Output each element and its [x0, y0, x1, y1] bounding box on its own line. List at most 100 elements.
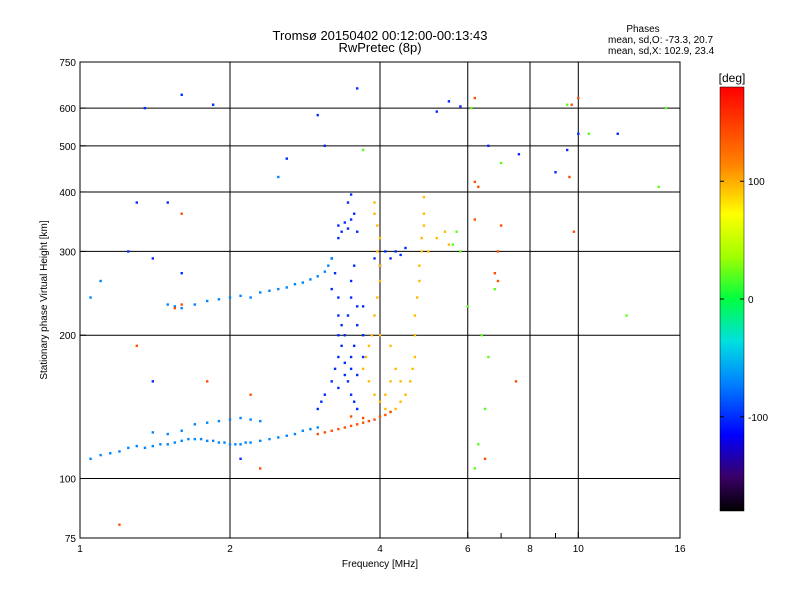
scatter-point: [378, 264, 382, 267]
scatter-point: [346, 201, 350, 204]
scatter-point: [135, 344, 138, 348]
scatter-point: [143, 446, 147, 450]
scatter-point: [355, 323, 359, 327]
scatter-point: [570, 103, 573, 106]
scatter-point: [285, 286, 288, 289]
y-tick-label: 300: [59, 247, 76, 258]
x-axis-label: Frequency [MHz]: [342, 559, 418, 570]
scatter-point: [483, 457, 487, 461]
scatter-point: [159, 443, 162, 446]
scatter-point: [352, 344, 356, 348]
scatter-point: [399, 400, 402, 403]
x-tick-label: 6: [465, 544, 471, 555]
scatter-point: [480, 334, 483, 337]
scatter-point: [180, 303, 183, 306]
scatter-point: [239, 294, 242, 298]
scatter-point: [346, 314, 350, 317]
scatter-point: [211, 103, 215, 106]
scatter-point: [135, 201, 138, 204]
scatter-point: [316, 275, 319, 278]
scatter-point: [470, 106, 473, 110]
scatter-point: [343, 361, 347, 365]
scatter-point: [166, 432, 169, 436]
scatter-point: [404, 393, 407, 396]
scatter-point: [337, 224, 340, 227]
scatter-point: [466, 305, 469, 308]
scatter-point: [323, 431, 327, 434]
x-tick-label: 4: [377, 544, 383, 555]
scatter-point: [355, 423, 359, 426]
chart-title: Tromsø 20150402 00:12:00-00:13:43: [273, 28, 488, 43]
scatter-point: [151, 444, 155, 448]
scatter-point: [496, 250, 500, 253]
scatter-point: [205, 380, 209, 383]
scatter-point: [259, 419, 262, 423]
scatter-point: [330, 257, 333, 260]
scatter-point: [259, 439, 262, 443]
scatter-point: [378, 236, 382, 240]
scatter-point: [337, 314, 340, 317]
grid-lines: [80, 62, 680, 538]
scatter-point: [409, 380, 412, 383]
scatter-point: [249, 418, 252, 421]
scatter-point: [323, 144, 327, 148]
scatter-point: [343, 221, 347, 224]
scatter-point: [473, 96, 477, 100]
scatter-point: [422, 224, 426, 227]
scatter-point: [151, 257, 155, 260]
scatter-point: [373, 201, 376, 204]
y-tick-label: 75: [65, 534, 77, 545]
scatter-point: [389, 344, 392, 348]
scatter-point: [376, 250, 379, 253]
scatter-point: [244, 441, 247, 444]
scatter-point: [473, 218, 477, 221]
scatter-point: [384, 393, 387, 396]
y-axis-label: Stationary phase Virtual Height [km]: [39, 220, 50, 380]
scatter-point: [316, 113, 319, 117]
scatter-point: [337, 236, 340, 240]
scatter-point: [413, 314, 417, 317]
x-axis: 1 2 4 6 8 10 16: [77, 532, 686, 555]
scatter-point: [361, 421, 365, 424]
scatter-point: [323, 270, 327, 273]
scatter-point: [118, 523, 121, 526]
scatter-point: [483, 407, 487, 411]
x-tick-label: 8: [527, 544, 533, 555]
scatter-point: [389, 257, 392, 260]
scatter-point: [193, 437, 197, 441]
scatter-point: [249, 296, 252, 299]
scatter-point: [418, 279, 421, 283]
scatter-point: [173, 441, 177, 444]
scatter-point: [577, 132, 580, 135]
scatter-point: [493, 272, 497, 275]
scatter-point: [361, 367, 365, 371]
scatter-point: [268, 437, 271, 441]
scatter-point: [422, 212, 426, 215]
scatter-point: [180, 272, 183, 275]
scatter-point: [320, 400, 323, 403]
scatter-point: [249, 441, 252, 444]
scatter-point: [373, 393, 376, 396]
scatter-point: [340, 323, 343, 327]
scatter-point: [378, 415, 382, 418]
scatter-point: [193, 423, 197, 426]
scatter-point: [384, 250, 387, 253]
scatter-point: [285, 434, 288, 437]
scatter-point: [459, 250, 462, 253]
scatter-point: [343, 426, 347, 429]
scatter-point: [355, 305, 359, 308]
scatter-point: [361, 416, 365, 420]
scatter-point: [447, 243, 451, 246]
scatter-point: [187, 437, 190, 441]
scatter-point: [370, 334, 373, 337]
scatter-point: [301, 281, 305, 284]
scatter-point: [349, 393, 353, 396]
scatter-point: [109, 452, 112, 455]
scatter-point: [496, 279, 500, 283]
scatter-point: [435, 110, 438, 113]
scatter-point: [89, 296, 92, 299]
y-tick-label: 100: [59, 475, 76, 486]
scatter-point: [180, 93, 183, 96]
scatter-point: [352, 264, 356, 267]
scatter-point: [473, 467, 477, 470]
